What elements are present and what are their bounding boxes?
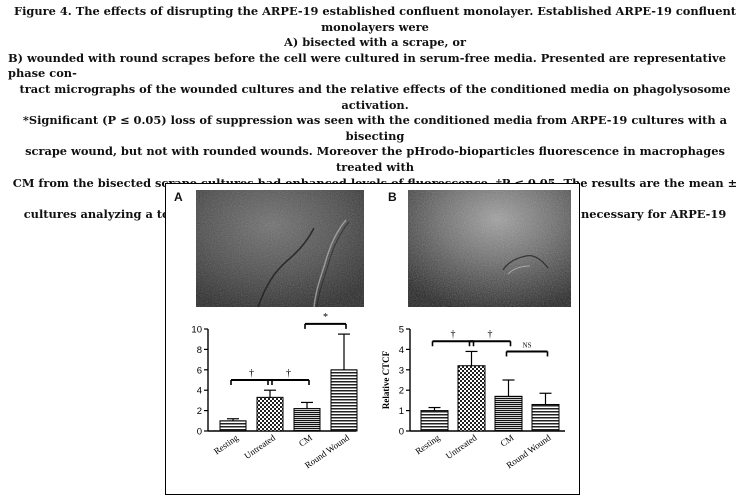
y-axis-label: Relative CTCF [381, 350, 391, 409]
caption-line: monolayers were [321, 19, 429, 34]
y-tick-label: 4 [399, 345, 404, 356]
x-tick-label: Untreated [444, 432, 479, 461]
significance-bracket [267, 379, 310, 385]
significance-bracket [431, 340, 475, 347]
caption-line: scrape wound, but not with rounded wound… [25, 144, 725, 174]
y-tick-label: 1 [399, 406, 404, 417]
caption-line: B) wounded with round scrapes before the… [8, 50, 727, 81]
x-tick-label: Resting [212, 432, 241, 456]
bar [457, 365, 486, 432]
panel-a-label: A [174, 190, 183, 204]
micrograph-b [408, 190, 571, 307]
significance-label: NS [523, 341, 532, 349]
figure-panel-frame: A B [165, 183, 580, 495]
caption-line: A) bisected with a scrape, or [284, 35, 466, 50]
y-tick-label: 4 [197, 386, 202, 397]
y-tick-label: 6 [197, 365, 202, 376]
caption-line: tract micrographs of the wounded culture… [19, 81, 731, 112]
significance-label: † [488, 329, 493, 340]
y-tick-label: 10 [191, 325, 202, 336]
caption-line: *Significant (P ≤ 0.05) loss of suppress… [22, 113, 728, 143]
bar [494, 395, 523, 432]
significance-bracket [468, 340, 512, 347]
x-tick-label: CM [297, 432, 314, 448]
caption-line: Figure 4. The effects of disrupting the … [13, 4, 736, 18]
y-tick-label: 0 [399, 427, 404, 438]
y-tick-label: 8 [197, 345, 202, 356]
y-tick-label: 0 [197, 427, 202, 438]
significance-bracket [304, 322, 347, 329]
y-tick-label: 2 [399, 386, 404, 397]
x-tick-label: Resting [413, 432, 442, 456]
panel-b-label: B [388, 190, 397, 204]
significance-label: † [286, 368, 291, 379]
significance-label: † [249, 368, 254, 379]
y-tick-label: 2 [197, 406, 202, 417]
significance-label: † [451, 329, 456, 340]
bar [330, 369, 358, 432]
bar [420, 410, 449, 432]
bar [293, 408, 321, 432]
bar [256, 396, 284, 432]
x-tick-label: Untreated [242, 432, 277, 461]
y-tick-label: 3 [399, 365, 404, 376]
micrograph-a [196, 190, 364, 307]
y-tick-label: 5 [399, 325, 404, 336]
x-tick-label: CM [498, 432, 515, 448]
significance-label: * [323, 312, 328, 323]
bar [219, 420, 247, 432]
significance-bracket [505, 350, 549, 357]
significance-bracket [230, 379, 273, 385]
bar [531, 403, 560, 432]
